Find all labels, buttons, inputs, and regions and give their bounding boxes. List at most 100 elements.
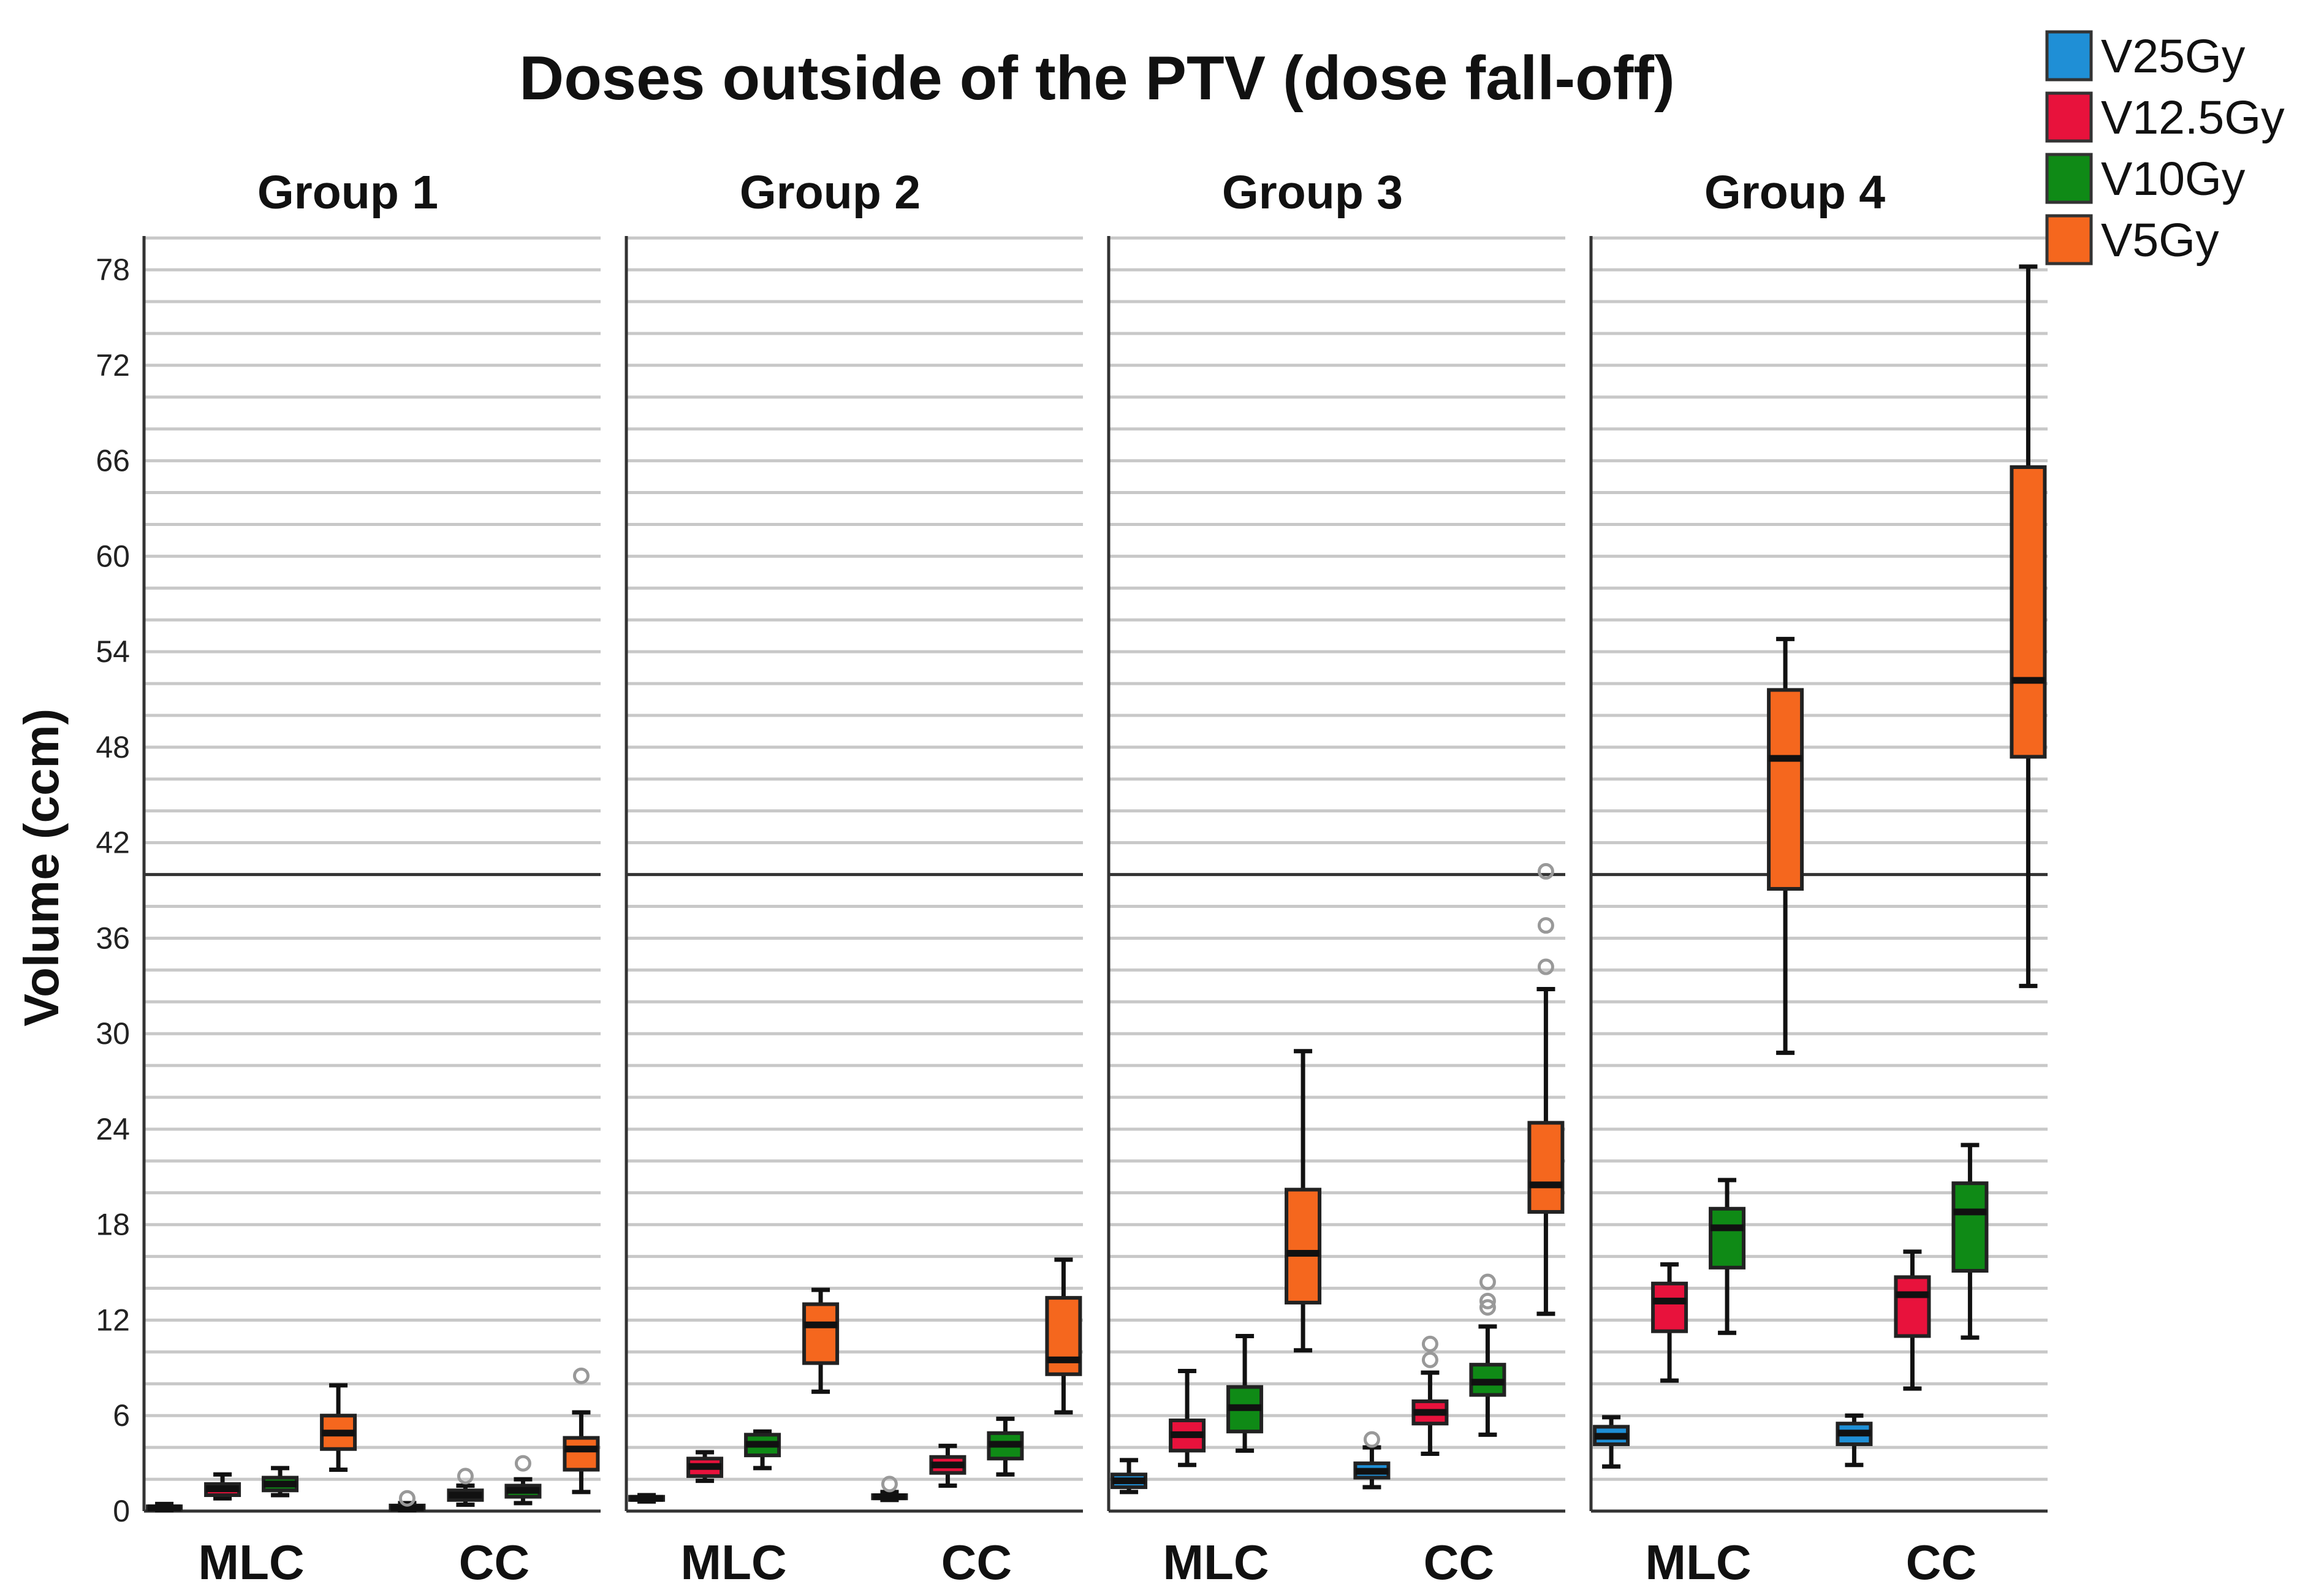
y-tick-label: 36 [96, 921, 130, 955]
box-v25gy [1593, 1415, 1630, 1469]
box-v25gy [1353, 1431, 1391, 1490]
box-v12-5gy [204, 1472, 241, 1501]
y-axis-label: Volume (ccm) [14, 709, 69, 1027]
outlier-point [1537, 917, 1554, 934]
box-v12-5gy [1411, 1335, 1449, 1457]
outlier-point [1537, 958, 1554, 975]
box-iqr [1894, 1275, 1931, 1338]
outlier-point [1363, 1431, 1380, 1448]
box-v10gy [987, 1416, 1024, 1477]
legend: V25Gy V12.5Gy V10Gy V5Gy [2045, 30, 2285, 267]
panel-3: Group 3 MLC CC [1107, 166, 1565, 1590]
box-v10gy [504, 1455, 542, 1506]
box-v12-5gy [447, 1468, 484, 1507]
box-v5gy [1527, 863, 1565, 1316]
box-v25gy [1111, 1458, 1148, 1495]
box-v5gy [1767, 636, 1804, 1055]
legend-swatch [2045, 91, 2093, 143]
panel-2: Group 2 MLC CC [625, 166, 1083, 1590]
y-tick-label: 18 [96, 1208, 130, 1242]
y-tick-label: 60 [96, 539, 130, 573]
box-v12-5gy [929, 1444, 966, 1488]
legend-swatch [2045, 153, 2093, 204]
legend-label: V12.5Gy [2101, 91, 2285, 144]
panel-title: Group 3 [1222, 166, 1403, 219]
category-label: MLC [680, 1535, 786, 1590]
category-label: MLC [198, 1535, 304, 1590]
outlier-point [1421, 1351, 1438, 1368]
box-v12-5gy [1894, 1249, 1931, 1391]
category-label: CC [1424, 1535, 1495, 1590]
outlier-point [1479, 1273, 1496, 1290]
y-tick-label: 78 [96, 253, 130, 287]
legend-label: V5Gy [2101, 214, 2219, 267]
y-tick-label: 6 [113, 1398, 130, 1433]
y-tick-label: 72 [96, 348, 130, 383]
box-iqr [802, 1302, 840, 1365]
outlier-point [881, 1476, 898, 1493]
box-iqr [1651, 1281, 1688, 1333]
y-tick-label: 30 [96, 1016, 130, 1051]
box-v5gy [320, 1383, 357, 1472]
y-tick-label: 42 [96, 826, 130, 860]
category-label: MLC [1163, 1535, 1269, 1590]
box-v10gy [744, 1429, 781, 1471]
box-iqr [1951, 1181, 1989, 1273]
box-v10gy [1951, 1143, 1989, 1340]
category-label: CC [1906, 1535, 1977, 1590]
box-iqr [1709, 1206, 1746, 1270]
box-iqr [1285, 1187, 1322, 1304]
box-v5gy [802, 1287, 840, 1394]
box-v5gy [1285, 1049, 1322, 1353]
box-iqr [563, 1436, 600, 1472]
y-tick-label: 48 [96, 730, 130, 764]
outlier-point [1479, 1299, 1496, 1316]
panel-title: Group 1 [257, 166, 438, 219]
box-v5gy [563, 1367, 600, 1495]
y-tick-label: 0 [113, 1494, 130, 1528]
chart-title: Doses outside of the PTV (dose fall-off) [519, 44, 1674, 113]
category-label: CC [459, 1535, 530, 1590]
box-v10gy [1709, 1178, 1746, 1335]
box-v10gy [1469, 1273, 1506, 1437]
panel-title: Group 2 [740, 166, 921, 219]
box-v25gy [146, 1501, 183, 1513]
panel-1: Group 1 MLC CC [142, 166, 601, 1590]
box-v5gy [1045, 1257, 1082, 1415]
box-v12-5gy [686, 1450, 724, 1483]
y-tick-label: 12 [96, 1303, 130, 1337]
legend-label: V10Gy [2101, 153, 2246, 205]
outlier-point [398, 1490, 416, 1507]
outlier-point [1479, 1292, 1496, 1309]
legend-label: V25Gy [2101, 30, 2246, 83]
box-v25gy [389, 1490, 426, 1513]
box-v12-5gy [1169, 1369, 1206, 1468]
outlier-point [457, 1468, 474, 1485]
outlier-point [572, 1367, 590, 1384]
box-iqr [1767, 688, 1804, 891]
y-tick-label: 24 [96, 1112, 130, 1146]
legend-swatch [2045, 214, 2093, 265]
y-tick-label: 54 [96, 634, 130, 669]
y-axis-ticks: 0 6 12 18 24 30 36 42 48 54 60 66 72 78 [96, 253, 130, 1528]
outlier-point [1421, 1335, 1438, 1352]
box-v10gy [262, 1466, 299, 1498]
legend-swatch [2045, 30, 2093, 82]
box-v12-5gy [1651, 1262, 1688, 1383]
box-v25gy [1836, 1413, 1873, 1468]
box-v25gy [871, 1476, 908, 1502]
outlier-point [1537, 863, 1554, 880]
category-label: MLC [1645, 1535, 1751, 1590]
box-v10gy [1226, 1333, 1264, 1453]
box-iqr [1527, 1121, 1565, 1214]
box-v25gy [628, 1493, 666, 1504]
outlier-point [514, 1455, 531, 1472]
box-iqr [2010, 465, 2047, 759]
panel-4: Group 4 MLC CC [1589, 166, 2048, 1590]
y-tick-label: 66 [96, 444, 130, 478]
category-label: CC [941, 1535, 1012, 1590]
panel-title: Group 4 [1704, 166, 1885, 219]
box-v5gy [2010, 264, 2047, 988]
